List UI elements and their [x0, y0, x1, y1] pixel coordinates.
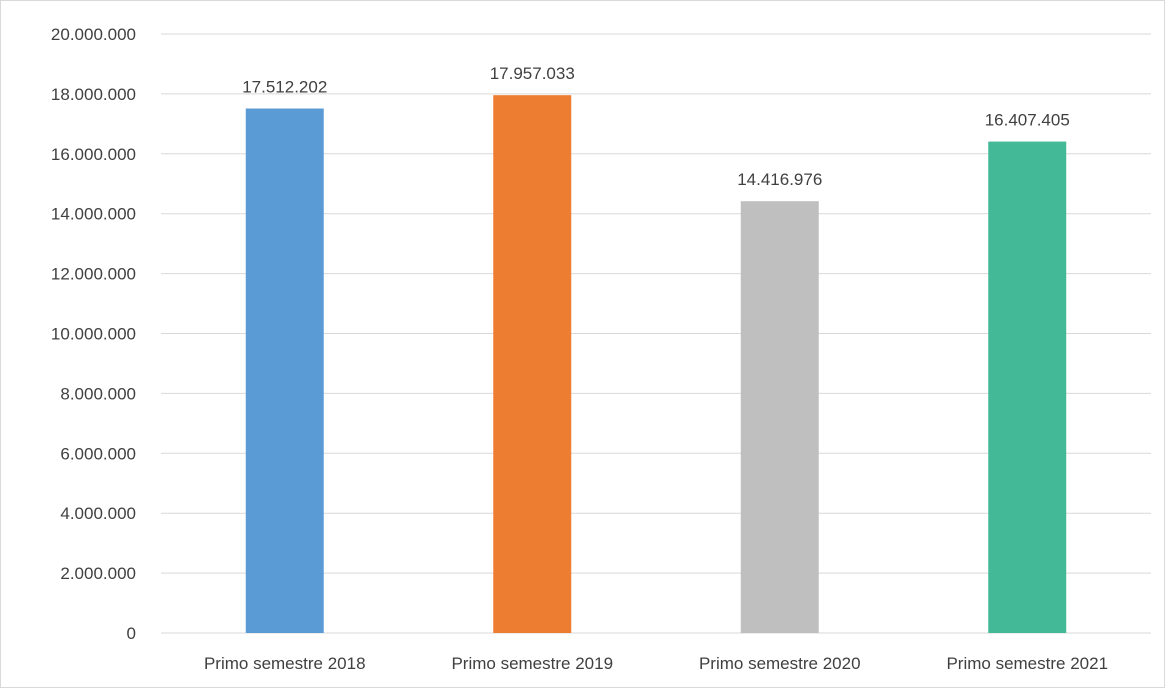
- y-tick-label: 18.000.000: [51, 85, 136, 104]
- gridlines: [161, 33, 1151, 634]
- x-axis-category-labels: Primo semestre 2018 Primo semestre 2019 Pr…: [204, 654, 1108, 673]
- bar: [988, 141, 1067, 634]
- data-label: 17.957.033: [490, 64, 575, 83]
- y-tick-label: 16.000.000: [51, 145, 136, 164]
- data-label: 16.407.405: [985, 111, 1070, 130]
- bar: [493, 95, 572, 633]
- y-tick-label: 10.000.000: [51, 325, 136, 344]
- y-tick-label: 2.000.000: [60, 564, 136, 583]
- x-category-label: Primo semestre 2021: [946, 654, 1108, 673]
- data-label: 17.512.202: [242, 78, 327, 97]
- y-tick-label: 12.000.000: [51, 265, 136, 284]
- bar: [245, 108, 324, 634]
- bars: [245, 95, 1067, 634]
- data-label: 14.416.976: [737, 170, 822, 189]
- x-category-label: Primo semestre 2018: [204, 654, 366, 673]
- x-category-label: Primo semestre 2019: [451, 654, 613, 673]
- y-tick-label: 6.000.000: [60, 444, 136, 463]
- y-tick-label: 8.000.000: [60, 384, 136, 403]
- x-category-label: Primo semestre 2020: [699, 654, 861, 673]
- y-tick-label: 20.000.000: [51, 25, 136, 44]
- y-axis-tick-labels: 0 2.000.000 4.000.000 6.000.000 8.000.000 10.…: [51, 25, 136, 643]
- bar: [740, 201, 819, 634]
- y-tick-label: 4.000.000: [60, 504, 136, 523]
- y-tick-label: 14.000.000: [51, 205, 136, 224]
- data-labels: 17.512.202 17.957.033 14.416.976 16.407.405: [242, 64, 1070, 189]
- y-tick-label: 0: [127, 624, 136, 643]
